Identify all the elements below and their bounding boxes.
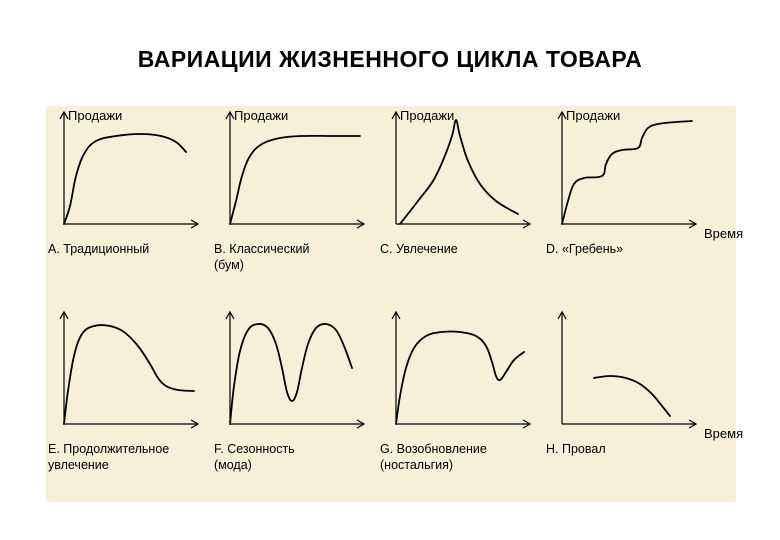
caption-G: G. Возобновление(ностальгия) bbox=[378, 442, 534, 473]
x-axis-label-row2: Время bbox=[704, 426, 743, 441]
chart-panel-G: G. Возобновление(ностальгия) bbox=[378, 306, 534, 473]
y-axis-label-D: Продажи bbox=[566, 108, 620, 123]
chart-grid: Продажи A. Традиционный Продажи B. Классиче… bbox=[46, 106, 736, 502]
curve-D bbox=[562, 121, 692, 224]
chart-panel-F: F. Сезонность(мода) bbox=[212, 306, 368, 473]
curve-G bbox=[396, 331, 524, 424]
chart-svg-D bbox=[544, 106, 700, 236]
caption-A: A. Традиционный bbox=[46, 242, 202, 258]
caption-H: H. Провал bbox=[544, 442, 700, 458]
curve-A bbox=[64, 134, 186, 224]
chart-svg-B bbox=[212, 106, 368, 236]
chart-row-2: E. Продолжительноеувлечение F. Сезонность… bbox=[46, 306, 736, 473]
chart-row-1: Продажи A. Традиционный Продажи B. Классиче… bbox=[46, 106, 736, 273]
chart-svg-C bbox=[378, 106, 534, 236]
chart-panel-D: Продажи D. «Гребень» bbox=[544, 106, 700, 273]
chart-panel-A: Продажи A. Традиционный bbox=[46, 106, 202, 273]
curve-F bbox=[230, 324, 352, 424]
chart-svg-E bbox=[46, 306, 202, 436]
caption-F: F. Сезонность(мода) bbox=[212, 442, 368, 473]
caption-C: C. Увлечение bbox=[378, 242, 534, 258]
y-axis-label-B: Продажи bbox=[234, 108, 288, 123]
y-axis-label-A: Продажи bbox=[68, 108, 122, 123]
curve-C bbox=[400, 120, 518, 224]
curve-E bbox=[64, 325, 194, 424]
chart-svg-H bbox=[544, 306, 700, 436]
chart-svg-G bbox=[378, 306, 534, 436]
curve-B bbox=[230, 136, 360, 224]
chart-svg-A bbox=[46, 106, 202, 236]
chart-panel-H: H. Провал bbox=[544, 306, 700, 473]
caption-E: E. Продолжительноеувлечение bbox=[46, 442, 202, 473]
chart-panel-C: Продажи C. Увлечение bbox=[378, 106, 534, 273]
caption-B: B. Классический(бум) bbox=[212, 242, 368, 273]
chart-panel-B: Продажи B. Классический(бум) bbox=[212, 106, 368, 273]
page-title: ВАРИАЦИИ ЖИЗНЕННОГО ЦИКЛА ТОВАРА bbox=[0, 0, 780, 87]
y-axis-label-C: Продажи bbox=[400, 108, 454, 123]
chart-panel-E: E. Продолжительноеувлечение bbox=[46, 306, 202, 473]
x-axis-label-row1: Время bbox=[704, 226, 743, 241]
curve-H bbox=[594, 376, 670, 416]
caption-D: D. «Гребень» bbox=[544, 242, 700, 258]
chart-svg-F bbox=[212, 306, 368, 436]
